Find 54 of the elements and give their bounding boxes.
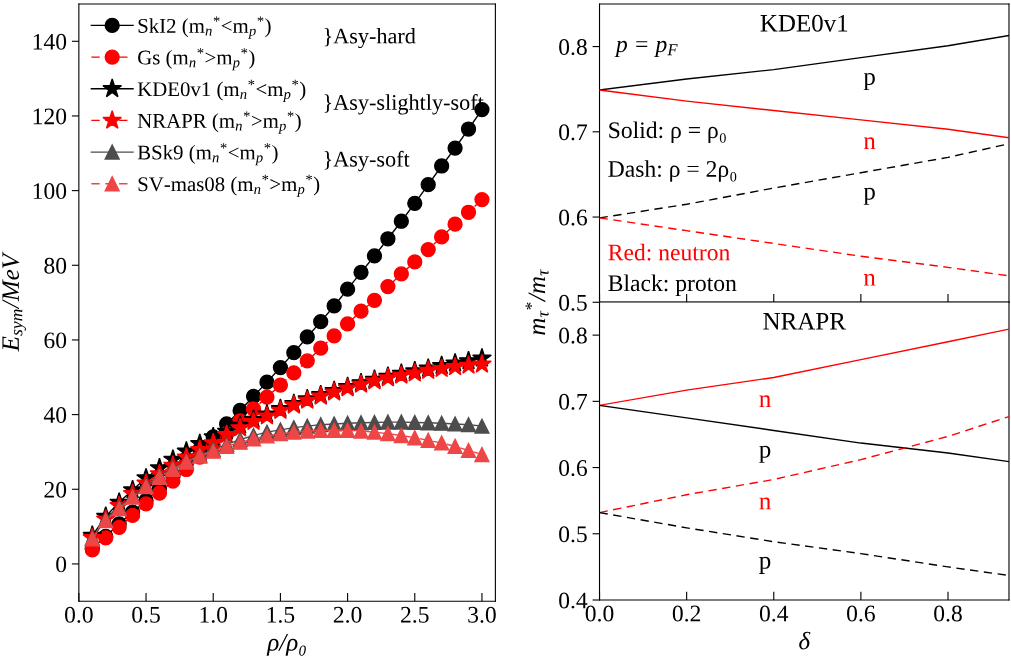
y-axis-title: E$_{sym}$/MeV [2,251,27,352]
x-axis-title: δ [799,631,811,650]
y-tick-label: 0.6 [559,460,588,477]
x-tick-label: 1.5 [267,606,295,623]
y-tick-label: 20 [44,481,67,498]
y-tick-label: 0 [56,556,67,573]
x-axis-title: ρ/ρ₀ [266,633,306,656]
annotation: Red: neutron [608,243,730,261]
x-tick-label: 0.6 [847,605,875,622]
x-tick-label: 3.0 [468,606,496,623]
y-tick-label: 0.5 [559,294,587,311]
annotation: Dash: ρ = 2ρ₀ [608,160,737,182]
series-label: n [759,395,771,407]
x-tick-label: 0.0 [65,606,93,623]
x-tick-label: 0.2 [672,605,701,622]
annotation: Black: proton [608,274,737,296]
y-tick-label: 140 [33,33,67,50]
annotation: Solid: ρ = ρ₀ [609,121,726,143]
y-tick-label: 40 [43,407,67,424]
legend-label: SkI2 (m$_{n}$$^{*}$<m$_{p}$$^{*}$) [138,16,271,39]
annotation: }Asy-hard [324,27,416,49]
series-label: p [863,187,875,205]
series-label: n [759,497,771,510]
x-tick-label: 2.0 [333,606,362,623]
y-axis-title: m$_{τ}$$^{*}$/m$_{τ}$ [525,269,549,335]
x-tick-label: 0.5 [132,606,160,623]
y-tick-label: 60 [44,332,67,349]
x-tick-label: 0.4 [759,605,789,622]
y-tick-label: 0.6 [559,209,588,226]
chart-title: NRAPR [763,312,846,330]
legend-label: NRAPR (m$_{n}$$^{*}$>m$_{p}$$^{*}$) [137,111,301,134]
series-label: n [863,273,876,286]
annotation: }Asy-soft [324,150,410,172]
y-tick-label: 0.8 [559,327,587,344]
x-tick-label: 1.0 [200,606,228,623]
x-tick-label: 2.5 [401,606,429,623]
annotation: p = p$_{F}$ [614,40,678,57]
legend-label: SV-mas08 (m$_{n}$$^{*}$>m$_{p}$$^{*}$) [138,174,320,198]
series-label: n [863,137,876,150]
series-label: p [759,445,771,463]
chart-title: KDE0v1 [760,14,848,32]
y-tick-label: 0.7 [559,393,588,410]
y-tick-label: 0.8 [559,39,587,56]
y-tick-label: 80 [44,257,67,274]
series-label: p [863,72,875,91]
legend-label: BSk9 (m$_{n}$$^{*}$<m$_{p}$$^{*}$) [137,143,278,166]
y-tick-label: 0.7 [559,124,588,141]
legend-label: Gs (m$_{n}$$^{*}$>m$_{p}$$^{*}$) [138,48,255,71]
legend-label: KDE0v1 (m$_{n}$$^{*}$<m$_{p}$$^{*}$) [137,79,306,103]
y-tick-label: 0.5 [559,526,587,543]
y-tick-label: 100 [33,183,67,200]
y-tick-label: 120 [33,108,67,125]
x-tick-label: 0.8 [934,605,962,622]
series-label: p [759,556,771,574]
